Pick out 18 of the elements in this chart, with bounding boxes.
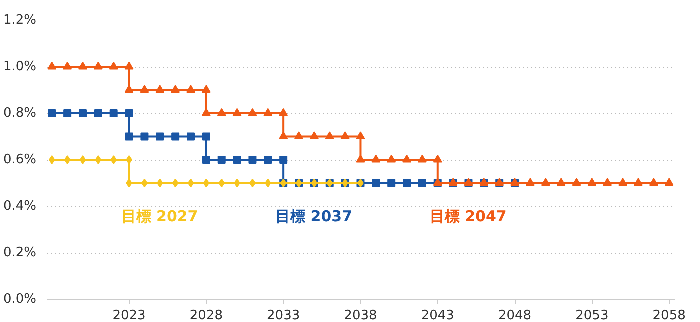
x-tick-label: 2023 xyxy=(112,308,146,322)
y-tick-label: 0.6% xyxy=(3,152,37,168)
y-tick-label: 1.2% xyxy=(3,13,37,28)
x-tick-label: 2043 xyxy=(421,308,454,322)
series-label: 目標 2047 xyxy=(430,207,507,226)
x-tick-label: 2058 xyxy=(652,308,686,322)
x-tick-label: 2053 xyxy=(576,308,609,322)
y-tick-label: 0.8% xyxy=(3,106,37,121)
x-tick-label: 2028 xyxy=(190,308,223,322)
x-tick-label: 2038 xyxy=(344,308,378,322)
y-tick-label: 0.2% xyxy=(3,246,37,260)
series-label: 目標 2037 xyxy=(276,207,353,226)
y-tick-label: 0.0% xyxy=(3,292,37,307)
series-label: 目標 2027 xyxy=(121,207,198,226)
y-tick-label: 0.4% xyxy=(3,199,37,214)
x-tick-label: 2033 xyxy=(267,308,300,322)
x-tick-label: 2048 xyxy=(498,308,532,322)
y-tick-label: 1.0% xyxy=(3,60,37,74)
